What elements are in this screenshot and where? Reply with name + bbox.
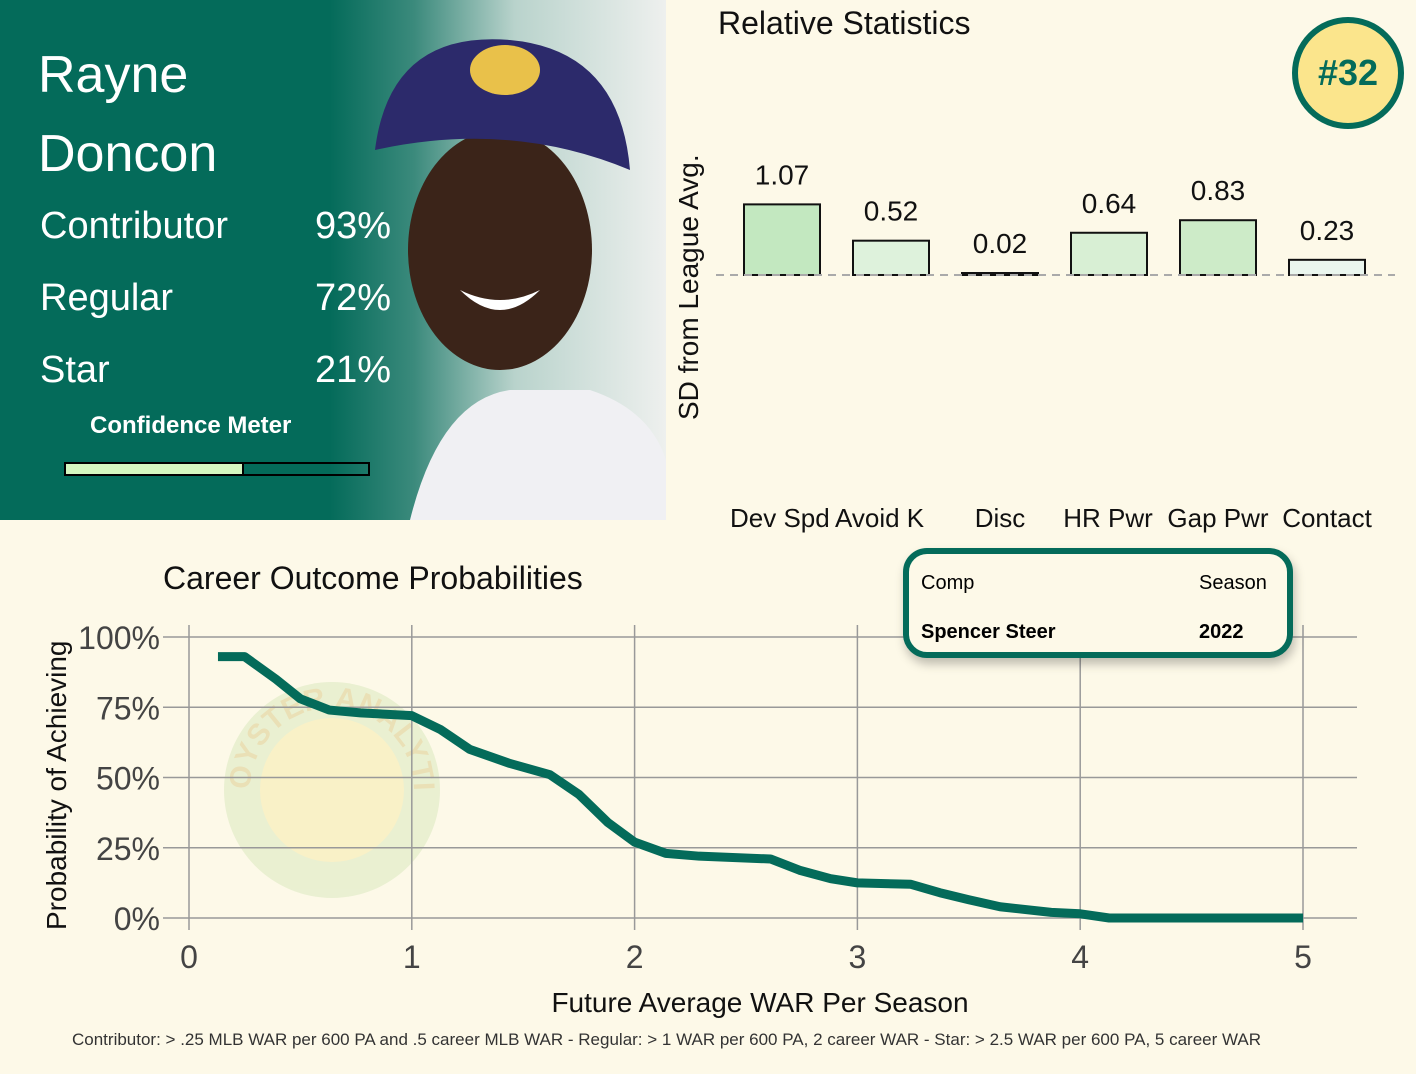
- bar-0: [743, 203, 821, 277]
- level-label-regular: Regular: [40, 277, 174, 319]
- bar-1: [852, 239, 930, 276]
- x-tick-label: 3: [849, 939, 867, 975]
- y-tick-label: 100%: [78, 620, 160, 656]
- bar-category-label: Dev Spd: [730, 503, 830, 533]
- x-tick-label: 4: [1071, 939, 1089, 975]
- confidence-label: Confidence Meter: [90, 412, 292, 439]
- level-pct-regular: 72%: [315, 277, 392, 319]
- career-outcome-title: Career Outcome Probabilities: [163, 560, 583, 596]
- bar-category-label: Disc: [975, 503, 1026, 533]
- season-header: Season: [1199, 572, 1267, 594]
- y-tick-label: 25%: [96, 831, 160, 867]
- player-first-name: Rayne: [38, 46, 189, 104]
- x-tick-label: 0: [180, 939, 198, 975]
- x-tick-label: 2: [626, 939, 644, 975]
- bar-value-label: 0.83: [1191, 175, 1246, 206]
- footnote: Contributor: > .25 MLB WAR per 600 PA an…: [72, 1030, 1262, 1049]
- level-pct-contributor: 93%: [315, 205, 392, 247]
- bar-3: [1070, 231, 1148, 276]
- rank-badge: #32: [1292, 17, 1404, 129]
- bar-5: [1288, 258, 1366, 277]
- bar-value-label: 0.64: [1082, 188, 1137, 219]
- bar-category-label: Contact: [1282, 503, 1372, 533]
- player-last-name: Doncon: [38, 125, 218, 183]
- relative-stats-ylabel: SD from League Avg.: [673, 154, 704, 420]
- bar-4: [1179, 219, 1257, 276]
- x-tick-label: 5: [1294, 939, 1312, 975]
- level-label-contributor: Contributor: [40, 205, 228, 247]
- comp-header: Comp: [921, 572, 975, 594]
- bar-category-label: Avoid K: [835, 503, 925, 533]
- player-photo: [330, 0, 666, 520]
- comp-season: 2022: [1199, 621, 1244, 643]
- bar-value-label: 0.52: [864, 196, 919, 227]
- bar-value-label: 1.07: [755, 159, 810, 190]
- comp-box: Comp Season Spencer Steer 2022: [903, 548, 1293, 658]
- career-outcome-ylabel: Probability of Achieving: [41, 640, 72, 930]
- comp-name: Spencer Steer: [921, 621, 1056, 643]
- player-photo-illustration: [375, 39, 666, 520]
- relative-stats-title: Relative Statistics: [718, 5, 971, 41]
- bar-value-label: 0.23: [1300, 215, 1355, 246]
- y-tick-label: 50%: [96, 761, 160, 797]
- x-tick-label: 1: [403, 939, 421, 975]
- level-label-star: Star: [40, 349, 110, 391]
- bar-value-label: 0.02: [973, 228, 1028, 259]
- level-pct-star: 21%: [315, 349, 392, 391]
- confidence-meter: [64, 462, 370, 476]
- bar-category-label: HR Pwr: [1063, 503, 1153, 533]
- confidence-meter-fill: [66, 464, 245, 474]
- y-tick-label: 75%: [96, 690, 160, 726]
- y-tick-label: 0%: [114, 901, 160, 937]
- career-outcome-xlabel: Future Average WAR Per Season: [551, 987, 968, 1018]
- bar-category-label: Gap Pwr: [1167, 503, 1268, 533]
- probability-line: [217, 652, 1303, 923]
